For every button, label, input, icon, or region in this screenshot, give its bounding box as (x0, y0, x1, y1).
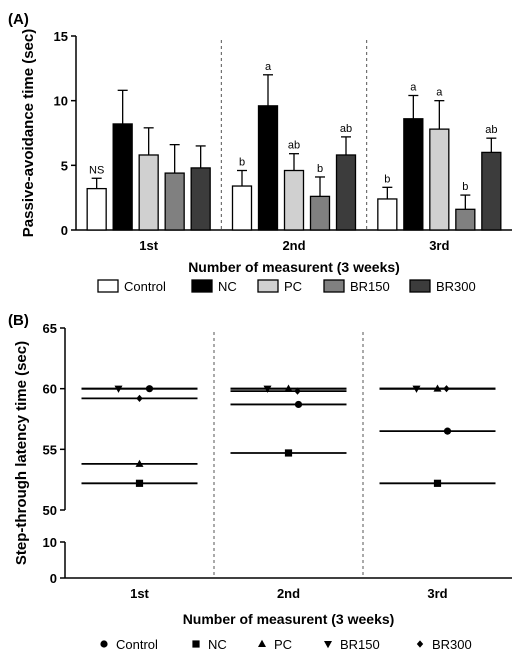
point-pc-3rd (433, 384, 442, 392)
x-tick-label: 1st (139, 238, 158, 253)
x-axis-label: Number of measurent (3 weeks) (183, 611, 395, 627)
legend-marker-br300 (416, 640, 424, 648)
significance-label: a (436, 87, 443, 99)
bar-br150-1st (164, 172, 185, 231)
legend-marker-nc (192, 640, 200, 648)
point-nc-3rd (433, 479, 442, 487)
legend-label-br300: BR300 (432, 637, 472, 652)
bar-pc-2nd (283, 169, 305, 231)
significance-label: b (384, 173, 390, 185)
bar-br300-1st (190, 167, 211, 231)
bar-br150-2nd (309, 195, 331, 231)
y-tick-label: 0 (61, 223, 68, 238)
significance-label: b (317, 163, 323, 175)
y-tick-label: 15 (54, 29, 68, 44)
significance-label: NS (89, 164, 104, 176)
legend-label-pc: PC (284, 279, 302, 294)
significance-label: a (265, 61, 272, 73)
legend-label-control: Control (116, 637, 158, 652)
legend-label-br150: BR150 (340, 637, 380, 652)
significance-label: ab (485, 124, 497, 136)
point-br150-1st (114, 385, 123, 393)
significance-label: ab (288, 140, 300, 152)
panel-b-chart: (B) 0 10 50 55 60 65 Step-through latency time … (8, 312, 512, 652)
legend-label-pc: PC (274, 637, 292, 652)
bar-nc-1st (112, 123, 133, 231)
y-axis-label: Passive-avoidance time (sec) (20, 29, 37, 237)
point-control-2nd (294, 400, 303, 409)
point-pc-1st (135, 459, 144, 467)
legend-swatch-br150 (323, 279, 345, 293)
bar-br300-3rd (481, 151, 502, 231)
y-tick-label: 10 (43, 535, 57, 550)
point-br300-1st (136, 394, 143, 402)
significance-label: b (462, 181, 468, 193)
y-tick-label: 65 (43, 321, 57, 336)
bar-nc-3rd (403, 118, 424, 231)
legend-label-br300: BR300 (436, 279, 476, 294)
bar-nc-2nd (257, 105, 279, 231)
bar-pc-1st (138, 154, 159, 231)
bar-control-3rd (377, 198, 398, 231)
x-axis-label: Number of measurent (3 weeks) (188, 259, 400, 275)
legend-label-br150: BR150 (350, 279, 390, 294)
x-tick-label: 2nd (282, 238, 305, 253)
point-br300-3rd (443, 385, 450, 393)
legend-swatch-pc (257, 279, 279, 293)
x-tick-label: 2nd (277, 586, 300, 601)
significance-label: a (410, 81, 417, 93)
point-nc-1st (135, 479, 144, 487)
y-tick-label: 60 (43, 382, 57, 397)
panel-a-chart: (A) 0 5 10 15 Passive-avoidance time (sec) 1st… (8, 11, 512, 294)
point-control-1st (145, 385, 154, 393)
y-tick-label: 50 (43, 503, 57, 518)
point-br150-3rd (412, 385, 421, 393)
legend-marker-br150 (324, 641, 332, 649)
legend-label-nc: NC (218, 279, 237, 294)
panel-b-label: (B) (8, 312, 29, 329)
significance-label: b (239, 157, 245, 169)
point-control-3rd (443, 427, 452, 435)
legend-label-nc: NC (208, 637, 227, 652)
legend-label-control: Control (124, 279, 166, 294)
legend-swatch-nc (191, 279, 213, 293)
y-tick-label: 55 (43, 442, 57, 457)
legend-swatch-br300 (409, 279, 431, 293)
panel-a-label: (A) (8, 11, 29, 28)
bar-br150-3rd (455, 208, 476, 231)
point-pc-2nd (284, 384, 293, 392)
legend-marker-pc (258, 639, 266, 647)
y-tick-label: 0 (50, 571, 57, 586)
x-tick-label: 3rd (429, 238, 449, 253)
x-tick-label: 1st (130, 586, 149, 601)
bar-pc-3rd (429, 128, 450, 231)
point-nc-2nd (284, 449, 293, 457)
legend-swatch-control (97, 279, 119, 293)
x-tick-label: 3rd (427, 586, 447, 601)
bar-control-1st (86, 187, 107, 231)
legend-marker-control (100, 640, 108, 648)
point-br150-2nd (263, 385, 272, 393)
bar-control-2nd (231, 185, 253, 231)
bar-br300-2nd (335, 154, 357, 231)
significance-label: ab (340, 123, 352, 135)
y-tick-label: 5 (61, 158, 68, 173)
y-tick-label: 10 (54, 94, 68, 109)
y-axis-label: Step-through latency time (sec) (13, 341, 30, 565)
